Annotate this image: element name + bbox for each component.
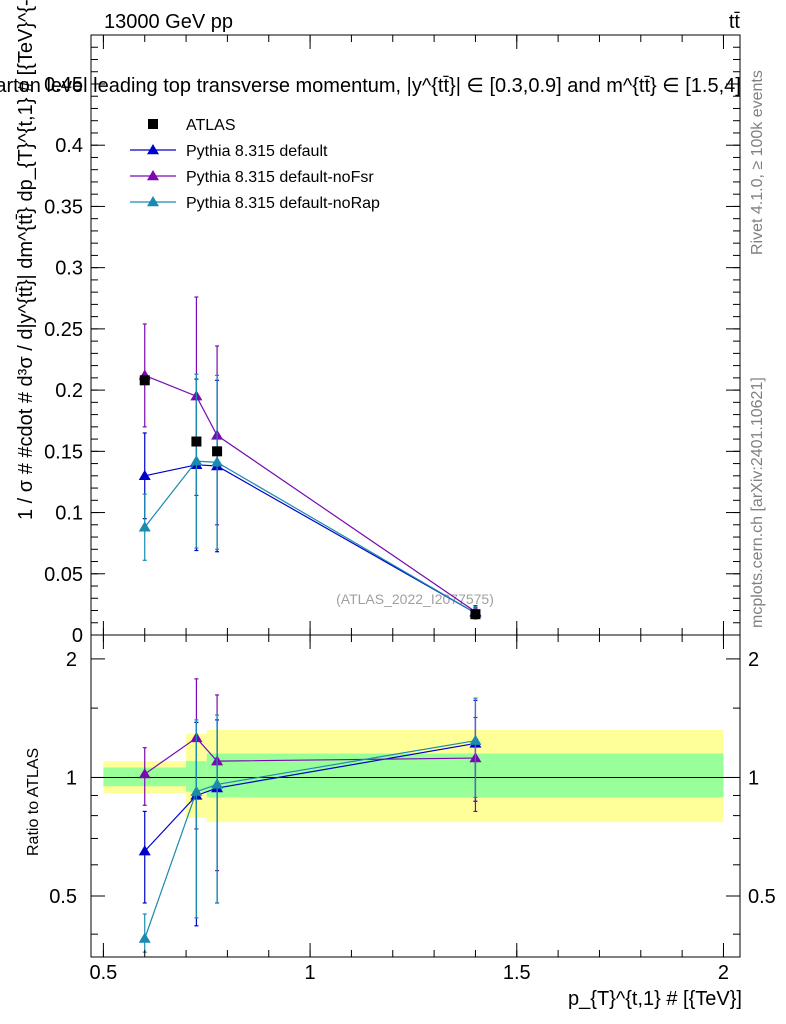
main-y-axis-title: 1 / σ # #cdot # d³σ / d|y^{tt̄}| dm^{tt̄… (15, 0, 37, 520)
ratio-marker-norap-2 (211, 778, 224, 789)
main-marker-norap-1 (190, 455, 203, 466)
x-tick-label-0: 0.5 (89, 962, 117, 984)
legend-label-norap: Pythia 8.315 default-noRap (186, 195, 380, 212)
ratio-marker-nofsr-0 (138, 768, 151, 779)
main-y-tick-label-5: 0.25 (44, 319, 83, 341)
main-y-tick-label-8: 0.4 (55, 135, 83, 157)
main-y-tick-label-9: 0.45 (44, 74, 83, 96)
legend-label-atlas: ATLAS (186, 117, 236, 134)
ratio-y-tick-label-left-1: 1 (66, 767, 77, 789)
main-line-norap (144, 460, 476, 614)
ratio-y-tick-label-right-2: 2 (748, 649, 759, 671)
atlas-data-point-2 (212, 446, 223, 457)
legend-label-default: Pythia 8.315 default (186, 143, 328, 160)
main-line-nofsr (144, 374, 476, 613)
x-tick-label-2: 1.5 (503, 962, 531, 984)
analysis-watermark: (ATLAS_2022_I2077575) (336, 591, 494, 607)
atlas-data-point-3 (470, 609, 481, 620)
ratio-line-default (144, 742, 476, 852)
x-axis-title: p_{T}^{t,1} # [{TeV}] (568, 988, 742, 1010)
ratio-marker-default-0 (138, 845, 151, 856)
rivet-version-label: Rivet 4.1.0, ≥ 100k events (749, 70, 766, 255)
ratio-line-nofsr (144, 737, 476, 775)
ratio-y-tick-label-left-0: 0.5 (49, 886, 77, 908)
ratio-marker-norap-3 (469, 734, 482, 745)
main-y-tick-label-2: 0.1 (55, 503, 83, 525)
main-y-tick-label-6: 0.3 (55, 258, 83, 280)
main-y-tick-label-1: 0.05 (44, 564, 83, 586)
ratio-y-axis-title: Ratio to ATLAS (25, 748, 42, 856)
legend-marker-atlas (148, 119, 158, 129)
ratio-line-norap (144, 740, 476, 939)
main-y-tick-label-7: 0.35 (44, 196, 83, 218)
main-marker-default-0 (138, 469, 151, 481)
atlas-data-point-1 (191, 436, 202, 447)
x-tick-label-1: 1 (305, 962, 316, 984)
ratio-y-tick-label-right-1: 1 (748, 767, 759, 789)
atlas-data-point-0 (139, 375, 150, 386)
main-marker-norap-0 (138, 521, 151, 532)
ratio-panel-frame (90, 634, 741, 958)
main-line-default (144, 464, 476, 614)
ratio-marker-norap-1 (190, 785, 203, 796)
main-y-tick-label-4: 0.2 (55, 380, 83, 402)
legend-marker-norap (147, 196, 159, 207)
legend-label-nofsr: Pythia 8.315 default-noFsr (186, 169, 374, 186)
ratio-marker-norap-0 (138, 932, 151, 943)
ratio-y-tick-label-right-0: 0.5 (748, 886, 776, 908)
process-label: tt̄ (729, 11, 741, 33)
main-y-tick-label-3: 0.15 (44, 441, 83, 463)
ratio-y-tick-label-left-2: 2 (66, 649, 77, 671)
mcplots-label: mcplots.cern.ch [arXiv:2401.10621] (749, 377, 766, 628)
legend-marker-nofsr (147, 170, 159, 181)
x-tick-label-3: 2 (718, 962, 729, 984)
main-marker-norap-2 (211, 456, 224, 467)
energy-label: 13000 GeV pp (104, 11, 233, 33)
plot-title: Parton level leading top transverse mome… (0, 75, 741, 97)
legend-marker-default (147, 144, 159, 155)
main-y-tick-label-0: 0 (72, 625, 83, 647)
